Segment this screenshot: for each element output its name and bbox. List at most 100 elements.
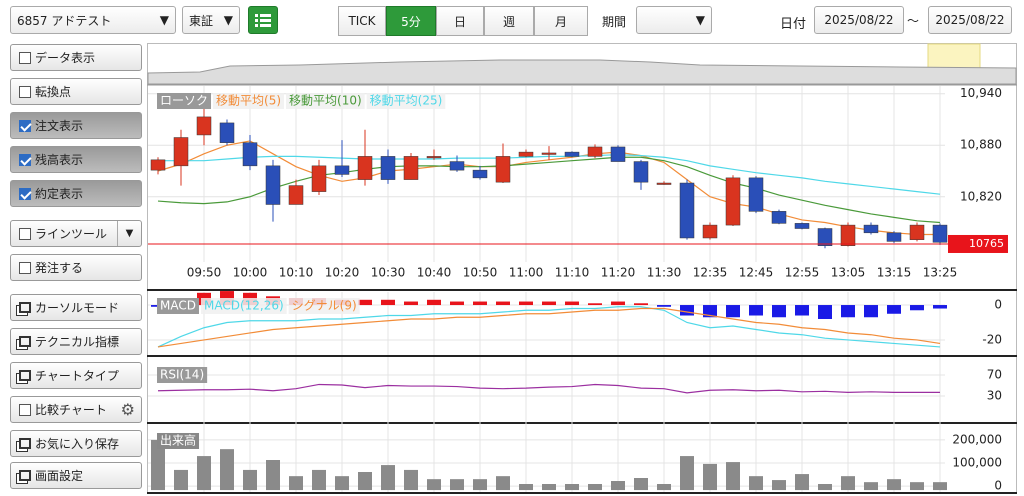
period-select[interactable]: ▼	[636, 6, 712, 34]
side-button[interactable]: カーソルモード	[10, 294, 142, 321]
checkbox	[19, 119, 31, 132]
side-button[interactable]: 比較チャート ⚙	[10, 396, 142, 423]
indicator-line	[157, 306, 941, 348]
checkbox	[19, 227, 31, 240]
volume-bar	[749, 476, 763, 491]
gear-icon[interactable]: ⚙	[120, 400, 135, 419]
date-to[interactable]: 2025/08/22	[928, 6, 1012, 34]
period-tab[interactable]: 5分	[386, 6, 436, 36]
legend-label: MACD(12,26)	[204, 299, 284, 313]
legend-label: ローソク	[160, 94, 208, 108]
volume-bar	[220, 449, 234, 491]
y-tick-label: 0	[994, 479, 1002, 493]
candle-body	[449, 161, 465, 171]
histogram-bar	[749, 305, 763, 316]
side-button[interactable]: データ表示	[10, 44, 142, 71]
checkbox	[19, 187, 31, 200]
volume-bar	[657, 484, 671, 491]
side-label: 注文表示	[35, 119, 84, 133]
candle-body	[794, 223, 810, 229]
candle-body	[380, 156, 396, 180]
volume-bar	[772, 480, 786, 491]
candle-body	[495, 156, 511, 183]
candle-body	[840, 224, 856, 246]
market-select[interactable]: 東証 ▼	[182, 6, 240, 34]
histogram-bar	[381, 299, 395, 306]
candle-body	[909, 224, 925, 240]
volume-bar	[565, 484, 579, 491]
candle-body	[817, 228, 833, 246]
dropdown-arrow[interactable]: ▼	[117, 221, 141, 246]
side-label: 比較チャート	[35, 403, 107, 417]
volume-bar	[358, 472, 372, 491]
candle-body	[702, 224, 718, 239]
x-tick-label: 10:10	[279, 266, 314, 280]
legend-bg	[286, 93, 365, 109]
side-button[interactable]: お気に入り保存	[10, 430, 142, 457]
histogram-bar	[634, 303, 648, 306]
side-button[interactable]: ラインツール ▼	[10, 220, 142, 247]
window-icon	[19, 438, 31, 449]
candle-body	[173, 137, 189, 167]
candle-body	[587, 146, 603, 157]
histogram-bar	[496, 301, 510, 306]
y-tick-label: 200,000	[952, 432, 1002, 446]
candle-body	[633, 161, 649, 183]
volume-bar	[404, 469, 418, 491]
histogram-bar	[611, 301, 625, 306]
candle-body	[748, 177, 764, 212]
candle-body	[771, 211, 787, 224]
side-button[interactable]: 転換点	[10, 78, 142, 105]
date-label: 日付	[780, 17, 807, 32]
side-label: カーソルモード	[35, 301, 120, 315]
candle-body	[472, 169, 488, 179]
period-tab[interactable]: 日	[436, 6, 484, 36]
list-button[interactable]	[248, 6, 278, 34]
volume-bar	[243, 469, 257, 491]
x-tick-label: 11:30	[647, 266, 682, 280]
date-to-text: 2025/08/22	[935, 13, 1005, 27]
volume-bar	[818, 484, 832, 491]
side-button[interactable]: 画面設定	[10, 462, 142, 489]
volume-bar	[312, 469, 326, 491]
y-tick-label: 100,000	[952, 456, 1002, 470]
y-tick-label: 10,940	[960, 86, 1002, 100]
period-tab-text: TICK	[348, 14, 376, 28]
checkbox	[19, 261, 31, 274]
period-tab[interactable]: 月	[534, 6, 588, 36]
period-tab-text: 日	[453, 14, 466, 29]
period-tab-text: 週	[502, 14, 515, 29]
side-button[interactable]: チャートタイプ	[10, 362, 142, 389]
chart-frame	[147, 43, 1017, 493]
y-tick-label: 30	[987, 389, 1002, 403]
volume-bar	[197, 456, 211, 491]
side-label: ラインツール	[35, 227, 108, 241]
side-button[interactable]: 残高表示	[10, 146, 142, 173]
side-button[interactable]: 約定表示	[10, 180, 142, 207]
candle-body	[196, 116, 212, 136]
side-button[interactable]: 注文表示	[10, 112, 142, 139]
legend-label: RSI(14)	[160, 368, 204, 382]
candle-body	[311, 165, 327, 192]
volume-bar	[381, 465, 395, 491]
checkbox	[19, 153, 31, 166]
x-tick-label: 12:35	[693, 266, 728, 280]
candle-body	[541, 152, 557, 155]
legend-label: 出来高	[160, 433, 196, 448]
date-from[interactable]: 2025/08/22	[814, 6, 904, 34]
side-button[interactable]: 発注する	[10, 254, 142, 281]
side-label: 発注する	[35, 261, 84, 275]
side-button[interactable]: テクニカル指標	[10, 328, 142, 355]
legend-label: シグナル(9)	[292, 299, 357, 313]
volume-bar	[335, 476, 349, 491]
volume-bar	[427, 479, 441, 491]
period-tab[interactable]: 週	[484, 6, 534, 36]
legend-label: 移動平均(25)	[370, 94, 443, 108]
y-tick-label: 70	[987, 368, 1002, 382]
x-tick-label: 10:50	[463, 266, 498, 280]
period-tab[interactable]: TICK	[338, 6, 386, 36]
histogram-bar	[887, 305, 901, 314]
symbol-select[interactable]: 6857 アドテスト ▼	[10, 6, 176, 34]
candle-body	[288, 185, 304, 205]
